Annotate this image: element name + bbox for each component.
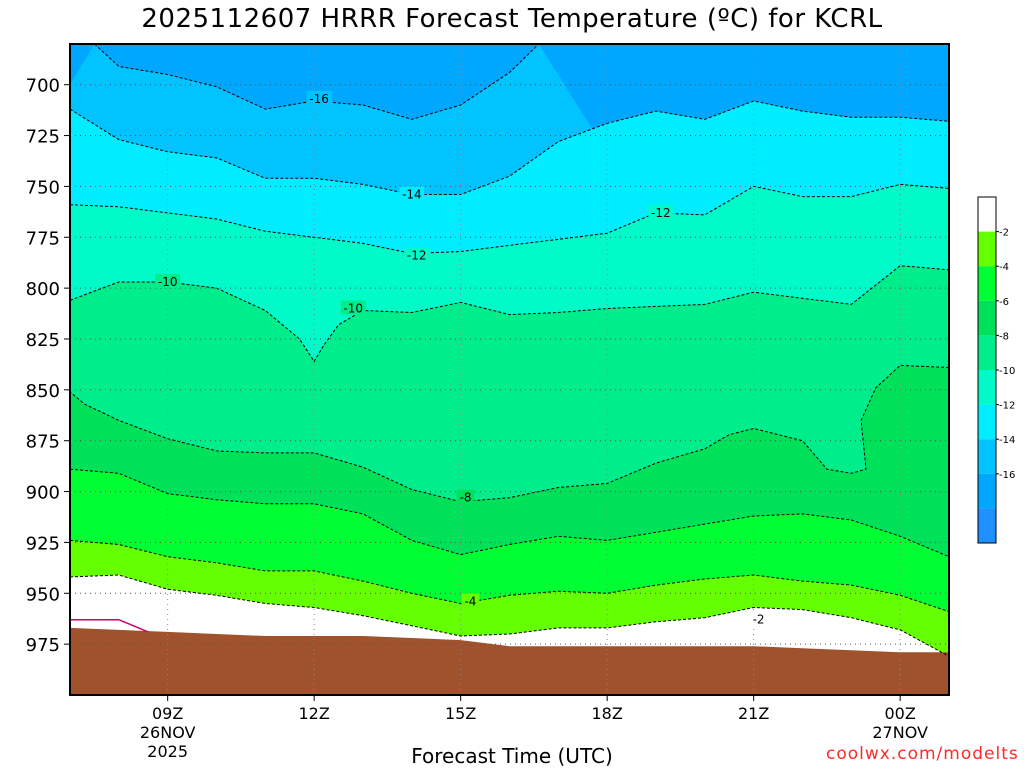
colorbar-label: -10 <box>999 366 1015 377</box>
x-tick-label: 27NOV <box>872 723 928 742</box>
colorbar-swatch <box>978 231 996 267</box>
y-tick-label: 900 <box>26 483 60 504</box>
contour-label: -12 <box>407 249 427 263</box>
contour-line <box>70 100 949 195</box>
terrain-fill <box>70 627 949 695</box>
contour-line <box>70 574 949 657</box>
colorbar-swatch <box>978 335 996 370</box>
colorbar-label: -8 <box>999 331 1009 342</box>
colorbar-swatch <box>978 404 996 440</box>
x-tick-label: 18Z <box>592 704 623 723</box>
credit-text: coolwx.com/modelts <box>826 744 1019 764</box>
contour-label: -10 <box>343 301 363 315</box>
y-tick-label: 825 <box>26 330 60 351</box>
y-tick-label: 750 <box>26 177 60 198</box>
contour-label-bg <box>340 300 366 315</box>
contour-label-bg <box>155 274 181 289</box>
colorbar-label: -6 <box>999 297 1009 308</box>
contour-label: -4 <box>464 594 476 608</box>
contour-label: -12 <box>651 206 671 220</box>
x-tick-label: 26NOV <box>140 723 196 742</box>
colorbar-label: -12 <box>999 401 1015 412</box>
colorbar-swatch <box>978 300 996 336</box>
y-tick-label: 925 <box>26 533 60 554</box>
contour-label: -14 <box>402 188 422 202</box>
x-tick-label: 15Z <box>445 704 476 723</box>
colorbar-swatch <box>978 473 996 509</box>
colorbar-label: -14 <box>999 435 1015 446</box>
contour-label-bg <box>306 90 332 105</box>
contour-label-bg <box>749 611 768 626</box>
colorbar-label: -4 <box>999 262 1009 273</box>
contour-line <box>70 468 949 558</box>
y-tick-label: 725 <box>26 127 60 148</box>
contour-line <box>70 364 949 503</box>
x-tick-label: 09Z <box>152 704 183 723</box>
contour-line <box>70 539 949 613</box>
x-axis-label: Forecast Time (UTC) <box>411 744 613 768</box>
contour-line <box>70 183 949 255</box>
magenta-line <box>70 618 149 633</box>
colorbar-swatch <box>978 266 996 301</box>
plot-frame <box>69 43 950 696</box>
y-tick-label: 800 <box>26 279 60 300</box>
x-tick-label: 2025 <box>147 742 188 761</box>
y-tick-label: 875 <box>26 432 60 453</box>
chart-title: 2025112607 HRRR Forecast Temperature (ºC… <box>141 4 883 34</box>
colorbar-label: -16 <box>999 470 1015 481</box>
colorbar-swatch <box>978 370 996 405</box>
y-tick-label: 700 <box>26 76 60 97</box>
contour-label-bg <box>404 247 430 262</box>
contour-label-bg <box>456 489 475 504</box>
contour-label: -16 <box>309 92 329 106</box>
contour-label: -2 <box>753 613 765 627</box>
contour-label: -10 <box>158 275 178 289</box>
contour-line <box>70 265 949 363</box>
plot-area: -16 -14 -12 -12 -10 -10 -8 -4 -2 <box>70 44 949 695</box>
colorbar-swatch <box>978 439 996 474</box>
contour-label: -8 <box>460 491 472 505</box>
contour-label-bg <box>461 593 480 608</box>
x-tick-label: 00Z <box>885 704 916 723</box>
y-tick-label: 950 <box>26 584 60 605</box>
colorbar-swatch <box>978 508 996 543</box>
y-tick-label: 975 <box>26 635 60 656</box>
y-tick-label: 775 <box>26 228 60 249</box>
y-tick-label: 850 <box>26 381 60 402</box>
contour-label-bg <box>648 204 674 219</box>
x-tick-label: 12Z <box>299 704 330 723</box>
colorbar-swatch <box>978 197 996 232</box>
contour-label-bg <box>399 186 425 201</box>
x-tick-label: 21Z <box>738 704 769 723</box>
colorbar-label: -2 <box>999 228 1009 239</box>
